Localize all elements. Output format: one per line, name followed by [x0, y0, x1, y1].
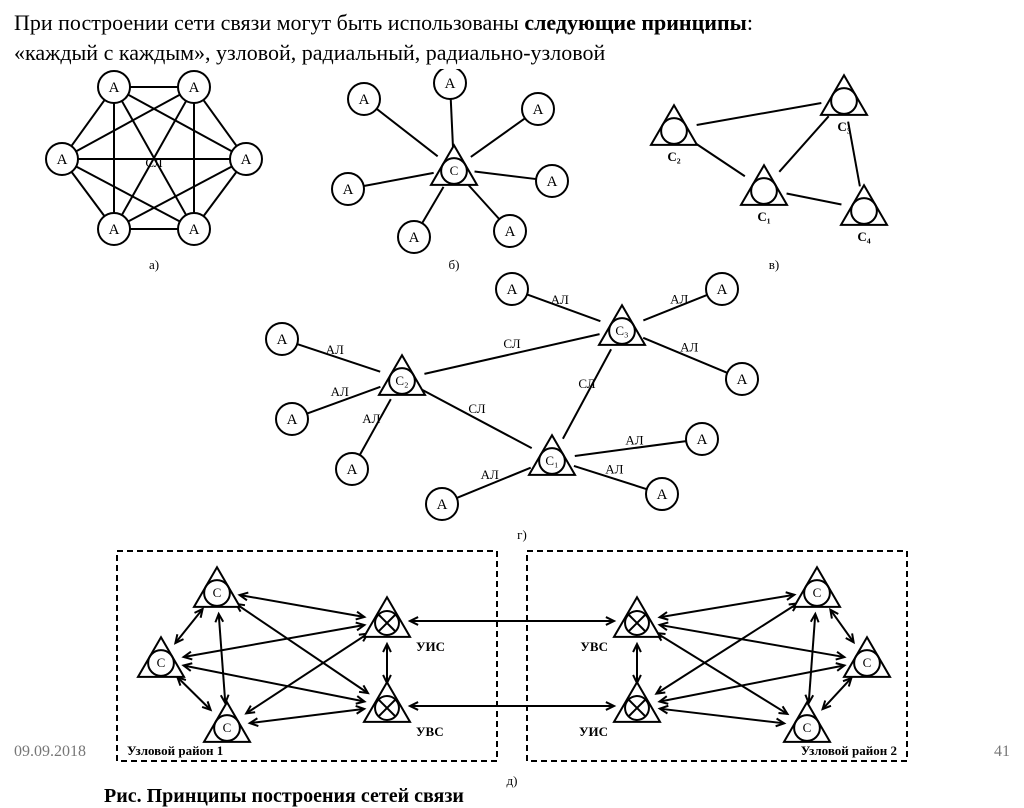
svg-text:С₁: С₁ [757, 209, 770, 224]
intro-bold: следующие принципы [524, 10, 747, 35]
svg-text:А: А [189, 222, 200, 238]
svg-text:А: А [533, 102, 544, 118]
svg-text:А: А [409, 230, 420, 246]
svg-text:А: А [347, 462, 358, 478]
svg-text:АЛ: АЛ [605, 462, 623, 477]
svg-text:А: А [359, 92, 370, 108]
svg-text:а): а) [149, 257, 159, 272]
intro-line2: «каждый с каждым», узловой, радиальный, … [14, 40, 605, 65]
svg-text:С: С [213, 585, 222, 600]
svg-text:СЛ: СЛ [145, 155, 162, 170]
svg-text:А: А [445, 76, 456, 92]
intro-after: : [747, 10, 753, 35]
svg-text:А: А [717, 282, 728, 298]
svg-text:СЛ: СЛ [503, 336, 520, 351]
svg-text:АЛ: АЛ [362, 411, 380, 426]
svg-text:С₂: С₂ [395, 373, 408, 388]
intro-lead: При построении сети связи могут быть исп… [14, 10, 524, 35]
svg-text:СЛ: СЛ [578, 376, 595, 391]
svg-text:А: А [189, 80, 200, 96]
svg-text:С₄: С₄ [857, 229, 870, 244]
figure-v: С₂С₃С₁С₄в) [614, 69, 934, 279]
svg-text:С₁: С₁ [545, 453, 558, 468]
svg-text:УВС: УВС [580, 639, 608, 654]
svg-text:А: А [507, 282, 518, 298]
svg-text:А: А [437, 497, 448, 513]
svg-text:АЛ: АЛ [680, 340, 698, 355]
figure-a: А А А А А А СЛ а) [14, 69, 294, 279]
svg-text:С₃: С₃ [615, 323, 628, 338]
svg-text:г): г) [517, 527, 527, 542]
svg-text:А: А [697, 432, 708, 448]
svg-text:УВС: УВС [416, 724, 444, 739]
svg-text:А: А [109, 80, 120, 96]
svg-text:С: С [813, 585, 822, 600]
svg-text:А: А [343, 182, 354, 198]
svg-text:А: А [241, 152, 252, 168]
svg-text:СЛ: СЛ [468, 401, 485, 416]
svg-text:АЛ: АЛ [551, 292, 569, 307]
svg-text:АЛ: АЛ [481, 467, 499, 482]
svg-text:С₃: С₃ [837, 119, 850, 134]
footer: 09.09.2018 41 [14, 743, 1010, 761]
svg-text:АЛ: АЛ [326, 342, 344, 357]
svg-text:А: А [109, 222, 120, 238]
figure-b: АААААААСб) [304, 69, 604, 279]
svg-text:д): д) [507, 773, 518, 788]
svg-text:С: С [450, 163, 459, 178]
svg-text:А: А [505, 224, 516, 240]
svg-text:С: С [803, 720, 812, 735]
figure-g: СЛСЛСЛАЛАЛАЛАЛАЛАЛАЛАЛАЛАААААААААС₂С₃С₁г… [222, 269, 802, 549]
svg-text:АЛ: АЛ [331, 385, 349, 400]
svg-text:С: С [223, 720, 232, 735]
svg-text:А: А [737, 372, 748, 388]
intro-text: При построении сети связи могут быть исп… [14, 8, 1010, 67]
svg-text:С: С [863, 655, 872, 670]
svg-text:А: А [57, 152, 68, 168]
svg-text:АЛ: АЛ [625, 433, 643, 448]
svg-text:А: А [287, 412, 298, 428]
svg-text:С₂: С₂ [667, 149, 680, 164]
svg-text:А: А [657, 487, 668, 503]
footer-date: 09.09.2018 [14, 743, 86, 760]
svg-text:А: А [277, 332, 288, 348]
svg-text:АЛ: АЛ [670, 292, 688, 307]
footer-page: 41 [994, 743, 1010, 761]
svg-text:А: А [547, 174, 558, 190]
svg-text:УИС: УИС [416, 639, 445, 654]
svg-text:С: С [157, 655, 166, 670]
svg-text:УИС: УИС [579, 724, 608, 739]
